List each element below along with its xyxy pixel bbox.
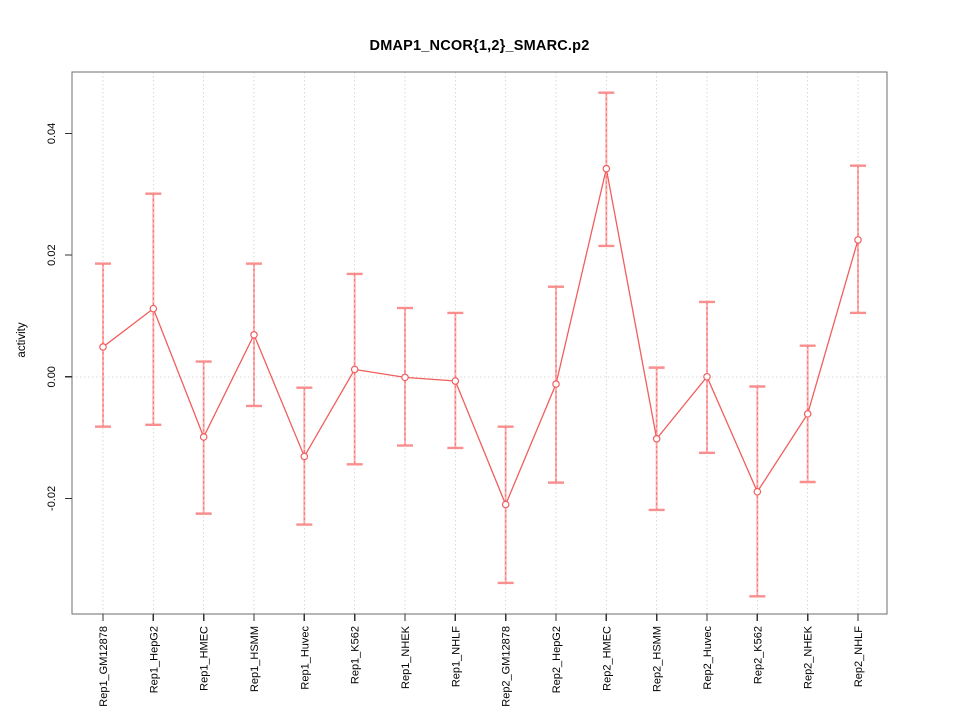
data-point-marker [300,452,309,461]
x-tick-label: Rep1_NHEK [400,625,412,689]
x-tick-label: Rep1_HMEC [199,626,211,691]
chart-title: DMAP1_NCOR{1,2}_SMARC.p2 [369,38,590,54]
y-tick-label: -0.02 [46,486,58,511]
data-point-marker [703,372,711,381]
data-point-marker [250,330,258,339]
x-tick-label: Rep1_K562 [350,626,362,684]
data-point-marker [602,164,611,173]
x-tick-label: Rep1_GM12878 [98,626,110,707]
data-point-marker [552,380,560,388]
x-tick-label: Rep2_HMEC [601,626,613,691]
data-point-marker [451,377,460,385]
data-point-marker [854,236,862,244]
plot-border [71,71,888,615]
y-tick-label: 0.02 [46,244,58,265]
data-point-marker [401,373,409,382]
data-point-marker [149,304,158,313]
data-point-marker [501,500,510,509]
data-point-marker [99,343,107,351]
data-point-marker [803,410,812,418]
data-point-marker [199,433,208,441]
data-point-marker [652,435,661,443]
x-tick-label: Rep1_HSMM [249,626,261,692]
x-tick-label: Rep1_Huvec [299,626,311,690]
x-tick-label: Rep2_NHLF [853,626,865,687]
x-tick-label: Rep2_HepG2 [551,626,563,693]
x-tick-label: Rep2_K562 [752,626,764,684]
x-tick-label: Rep2_HSMM [652,626,664,692]
series-line [102,168,859,507]
data-point-marker [350,365,359,374]
y-tick-label: 0.00 [46,366,58,387]
y-tick-label: 0.04 [46,123,58,144]
data-point-marker [753,487,762,496]
x-tick-label: Rep2_Huvec [702,626,714,690]
x-tick-label: Rep2_NHEK [803,625,815,689]
x-tick-label: Rep1_HepG2 [148,626,160,693]
x-tick-label: Rep1_NHLF [450,626,462,687]
x-tick-label: Rep2_GM12878 [501,626,513,707]
